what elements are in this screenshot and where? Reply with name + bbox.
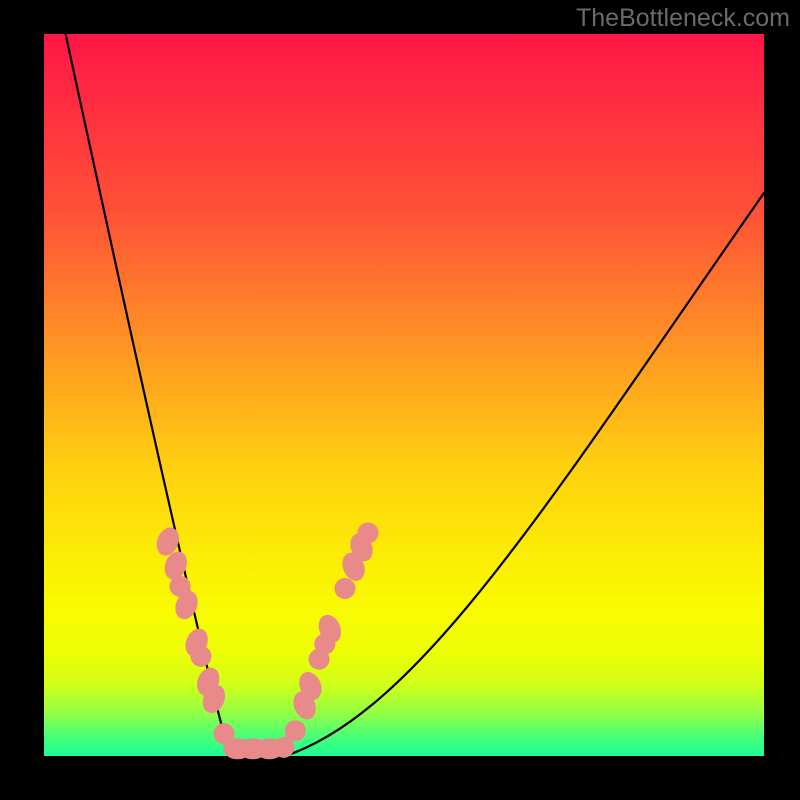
- v-curve: [66, 34, 764, 756]
- plot-area: [44, 34, 764, 756]
- data-marker: [191, 646, 211, 666]
- watermark-label: TheBottleneck.com: [576, 4, 790, 33]
- chart-container: TheBottleneck.com: [0, 0, 800, 800]
- data-marker: [285, 721, 305, 741]
- curve-layer: [44, 34, 764, 756]
- data-marker: [335, 578, 355, 598]
- curve-segment: [285, 193, 764, 756]
- data-marker: [358, 523, 378, 543]
- data-marker: [274, 737, 294, 757]
- marker-group: [153, 523, 378, 759]
